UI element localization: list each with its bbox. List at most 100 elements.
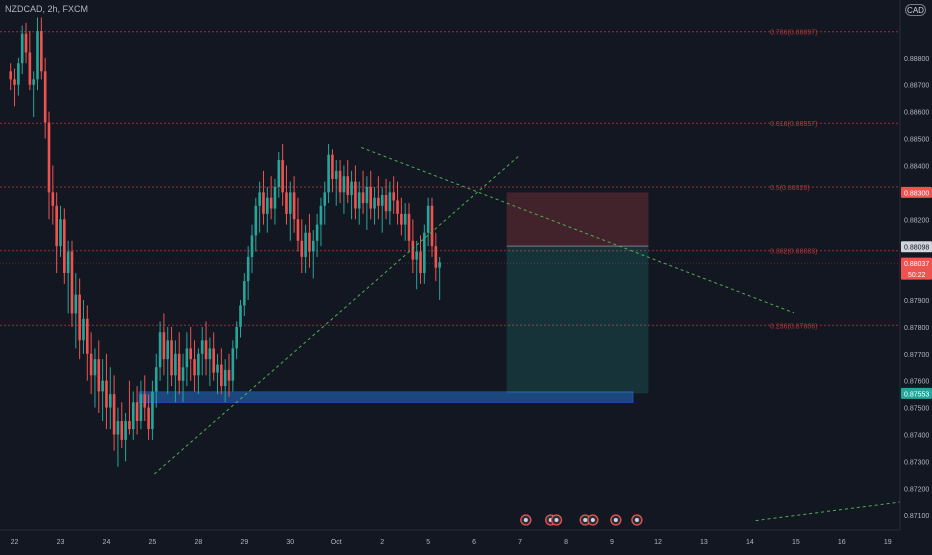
candle-body xyxy=(411,240,415,260)
candle-body xyxy=(177,353,181,381)
fib-retracement[interactable]: 0.786(0.88897) 0.618(0.88557) 0.5(0.88320)… xyxy=(0,30,900,331)
candle-body xyxy=(63,219,66,274)
currency-badge[interactable]: CAD xyxy=(905,4,926,16)
candle-body xyxy=(24,33,28,53)
candle-body xyxy=(174,353,177,376)
fib-level-label: 0.236(0.87806) xyxy=(770,323,817,330)
event-markers[interactable] xyxy=(520,514,643,526)
price-axis[interactable]: 0.88800 0.88700 0.88600 0.88500 0.88400 0.882… xyxy=(899,0,932,550)
time-tick-label: 29 xyxy=(240,539,248,546)
candle-body xyxy=(170,340,173,376)
time-axis[interactable]: 22 23 24 25 28 29 30 Oct 2 5 6 7 8 9 12 13 14 15 16 19 xyxy=(0,529,932,550)
price-tick-label: 0.87500 xyxy=(904,406,929,413)
time-tick-label: 8 xyxy=(564,539,568,546)
candle-body xyxy=(131,402,135,430)
candle-body xyxy=(323,192,327,206)
candle-body xyxy=(334,170,338,179)
candle-body xyxy=(193,359,196,376)
trendline[interactable] xyxy=(755,500,909,522)
price-tick-label: 0.87700 xyxy=(904,352,929,359)
short-position-tool[interactable] xyxy=(506,192,649,394)
candle-body xyxy=(162,332,166,360)
price-tick-label: 0.87100 xyxy=(904,513,929,520)
candle-body xyxy=(40,30,43,72)
price-tick-label: 0.88500 xyxy=(904,137,929,144)
candle-body xyxy=(277,160,281,187)
candle-body xyxy=(243,281,246,306)
price-tick-label: 0.87900 xyxy=(904,298,929,305)
support-zone[interactable] xyxy=(138,391,634,403)
candle-body xyxy=(36,30,39,80)
price-label-text: 0.88037 xyxy=(904,261,929,268)
candle-body xyxy=(250,235,254,257)
candle-body xyxy=(128,421,131,430)
candle-body xyxy=(342,176,346,193)
candle-body xyxy=(315,224,319,241)
economic-event-dot xyxy=(583,518,588,522)
time-tick-label: 23 xyxy=(57,539,65,546)
take-profit-zone[interactable] xyxy=(506,246,649,394)
trendlines[interactable] xyxy=(153,146,909,522)
candle-body xyxy=(116,421,120,435)
candle-body xyxy=(158,332,162,368)
time-tick-label: 2 xyxy=(380,539,384,546)
candle-body xyxy=(181,367,185,381)
time-tick-label: 9 xyxy=(610,539,614,546)
fib-level-label: 0.786(0.88897) xyxy=(770,30,817,37)
time-tick-label: 6 xyxy=(472,539,476,546)
candle-body xyxy=(392,192,395,201)
candle-body xyxy=(43,71,47,123)
candle-body xyxy=(86,318,89,354)
price-label-badge xyxy=(901,257,932,280)
candle-body xyxy=(296,219,300,241)
trendline[interactable] xyxy=(153,156,519,475)
price-tick-label: 0.88400 xyxy=(904,163,929,170)
candle-body xyxy=(231,348,235,381)
candle-body xyxy=(373,197,376,209)
time-tick-label: 5 xyxy=(426,539,430,546)
price-tick-label: 0.87600 xyxy=(904,379,929,386)
time-tick-label: 16 xyxy=(838,539,846,546)
candle-body xyxy=(407,213,411,241)
price-label-text: 0.87553 xyxy=(904,391,929,398)
fib-level-label: 0.382(0.88083) xyxy=(770,249,817,256)
candle-body xyxy=(300,240,304,257)
candle-body xyxy=(220,364,223,387)
candle-body xyxy=(262,192,265,214)
candle-body xyxy=(28,52,32,85)
candle-body xyxy=(108,394,112,408)
trendline[interactable] xyxy=(360,146,795,314)
time-tick-label: Oct xyxy=(331,539,342,546)
time-tick-label: 7 xyxy=(518,539,522,546)
candle-body xyxy=(216,364,219,373)
candle-body xyxy=(13,79,16,85)
support-zone-layer[interactable] xyxy=(138,391,634,403)
candle-body xyxy=(365,186,369,204)
candle-body xyxy=(369,186,373,209)
price-tick-label: 0.88200 xyxy=(904,217,929,224)
candle-body xyxy=(331,154,334,179)
price-label-badge xyxy=(901,387,932,399)
candle-body xyxy=(143,394,147,408)
price-tick-label: 0.87800 xyxy=(904,325,929,332)
time-tick-label: 25 xyxy=(149,539,157,546)
candle-body xyxy=(32,79,35,85)
candle-body xyxy=(74,294,78,314)
candle-body xyxy=(269,197,273,209)
candle-body xyxy=(101,380,104,392)
time-tick-label: 14 xyxy=(746,539,754,546)
candle-body xyxy=(357,192,361,209)
candle-body xyxy=(154,367,158,392)
candle-body xyxy=(285,192,288,214)
time-tick-label: 24 xyxy=(103,539,111,546)
stop-loss-zone[interactable] xyxy=(506,192,649,247)
candle-body xyxy=(327,154,330,193)
candle-body xyxy=(319,205,323,225)
candle-body xyxy=(78,294,81,341)
candle-body xyxy=(147,407,150,430)
price-tick-label: 0.88800 xyxy=(904,56,929,63)
candle-body xyxy=(112,394,116,435)
